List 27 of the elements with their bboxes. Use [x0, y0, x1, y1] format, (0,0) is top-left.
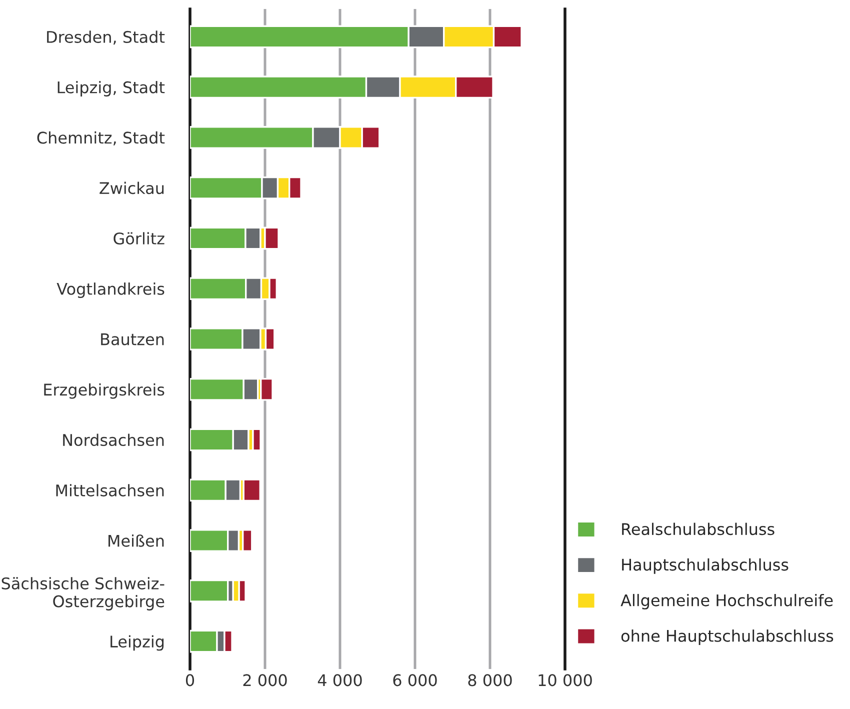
y-tick-label: Görlitz — [114, 232, 164, 245]
y-tick-label: Vogtlandkreis — [56, 282, 164, 298]
legend-label: Realschulabschluss — [622, 522, 774, 536]
y-tick-label: Erzgebirgskreis — [44, 383, 164, 399]
y-tick-label: Chemnitz, Stadt — [37, 131, 165, 146]
x-tick-label: 2 000 — [243, 674, 287, 686]
y-tick-label: Bautzen — [101, 333, 164, 346]
bar — [190, 579, 229, 602]
y-tick-label: Nordsachsen — [63, 434, 164, 446]
y-tick-label: Zwickau — [100, 182, 164, 194]
x-tick-label: 8 000 — [468, 674, 512, 686]
y-tick-label: Leipzig, Stadt — [58, 81, 165, 96]
bar — [260, 378, 274, 401]
y-tick-label: Leipzig — [110, 635, 164, 651]
x-tick-label: 6 000 — [393, 674, 437, 686]
y-tick-label: Mittelsachsen — [56, 484, 164, 496]
y-tick-label: Dresden, Stadt — [47, 30, 165, 45]
y-tick-label: Meißen — [108, 534, 164, 547]
bar — [242, 478, 261, 502]
y-tick-label: Sächsische Schweiz- Osterzgebirge — [2, 577, 164, 610]
x-tick-label: 10 000 — [538, 674, 592, 686]
legend-label: Allgemeine Hochschulreife — [620, 594, 833, 610]
legend-label: ohne Hauptschulabschluss — [621, 630, 834, 645]
x-tick-label: 4 000 — [318, 674, 362, 686]
x-tick-label: 0 — [186, 674, 194, 686]
bar — [242, 529, 253, 552]
legend-label: Hauptschulabschluss — [622, 558, 788, 574]
